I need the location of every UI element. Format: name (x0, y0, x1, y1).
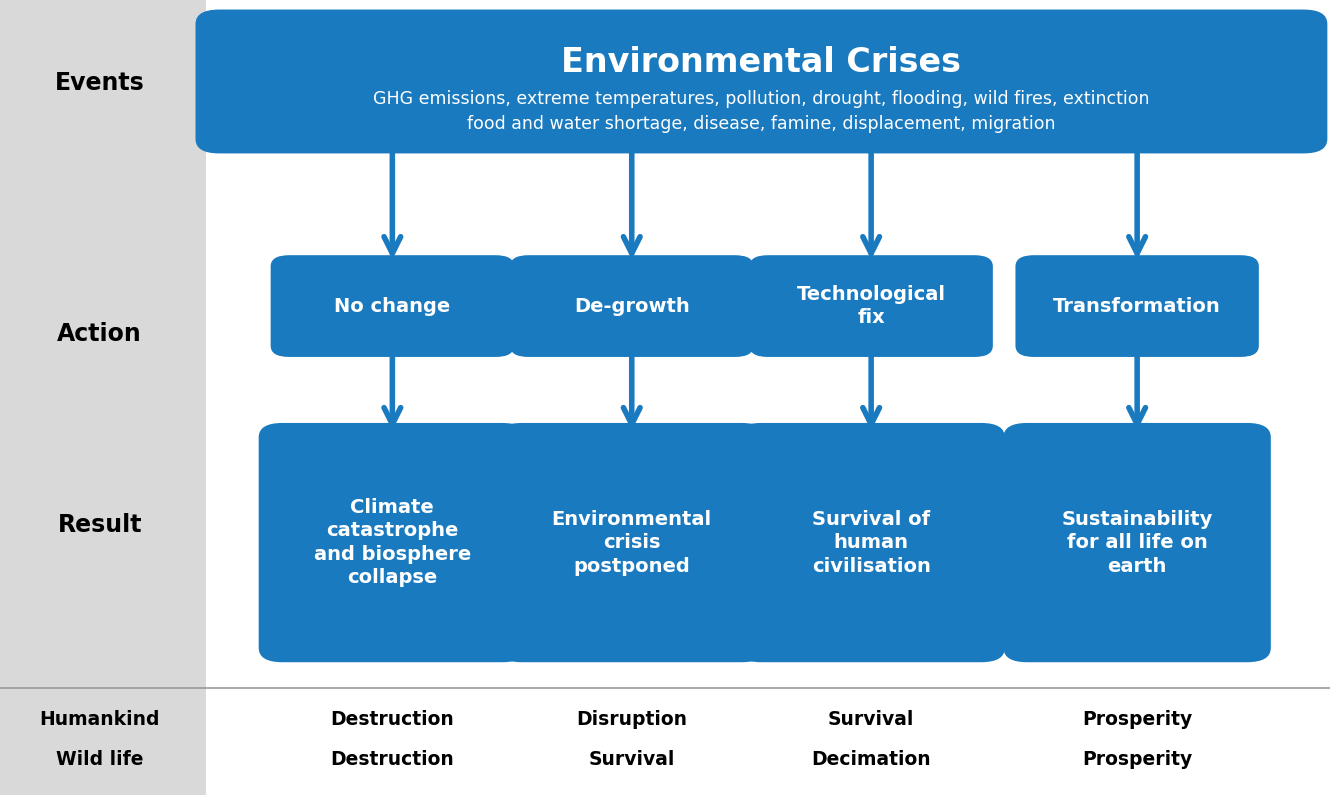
Text: Survival: Survival (829, 710, 914, 729)
FancyBboxPatch shape (196, 10, 1327, 153)
Text: Disruption: Disruption (576, 710, 688, 729)
Text: Result: Result (57, 513, 142, 537)
Text: Technological
fix: Technological fix (797, 285, 946, 328)
Text: GHG emissions, extreme temperatures, pollution, drought, flooding, wild fires, e: GHG emissions, extreme temperatures, pol… (374, 90, 1149, 133)
FancyBboxPatch shape (271, 255, 513, 357)
Text: Destruction: Destruction (330, 750, 455, 769)
Text: Transformation: Transformation (1053, 297, 1221, 316)
Text: Environmental Crises: Environmental Crises (561, 45, 962, 79)
Text: Sustainability
for all life on
earth: Sustainability for all life on earth (1061, 510, 1213, 576)
Text: Prosperity: Prosperity (1083, 750, 1192, 769)
Text: Survival of
human
civilisation: Survival of human civilisation (811, 510, 931, 576)
Text: Survival: Survival (589, 750, 674, 769)
Text: Wild life: Wild life (56, 750, 144, 769)
Text: Climate
catastrophe
and biosphere
collapse: Climate catastrophe and biosphere collap… (314, 498, 471, 588)
Text: Events: Events (55, 72, 145, 95)
FancyBboxPatch shape (1016, 255, 1258, 357)
FancyBboxPatch shape (497, 423, 765, 662)
FancyBboxPatch shape (0, 688, 206, 795)
Text: Environmental
crisis
postponed: Environmental crisis postponed (552, 510, 712, 576)
FancyBboxPatch shape (206, 0, 1330, 688)
Text: Prosperity: Prosperity (1083, 710, 1192, 729)
Text: Destruction: Destruction (330, 710, 455, 729)
Text: De-growth: De-growth (573, 297, 690, 316)
FancyBboxPatch shape (258, 423, 527, 662)
FancyBboxPatch shape (0, 0, 206, 688)
Text: No change: No change (334, 297, 451, 316)
Text: Decimation: Decimation (811, 750, 931, 769)
FancyBboxPatch shape (750, 255, 992, 357)
FancyBboxPatch shape (511, 255, 754, 357)
FancyBboxPatch shape (0, 688, 1330, 795)
FancyBboxPatch shape (1003, 423, 1271, 662)
Text: Humankind: Humankind (40, 710, 160, 729)
Text: Action: Action (57, 322, 142, 346)
FancyBboxPatch shape (737, 423, 1005, 662)
